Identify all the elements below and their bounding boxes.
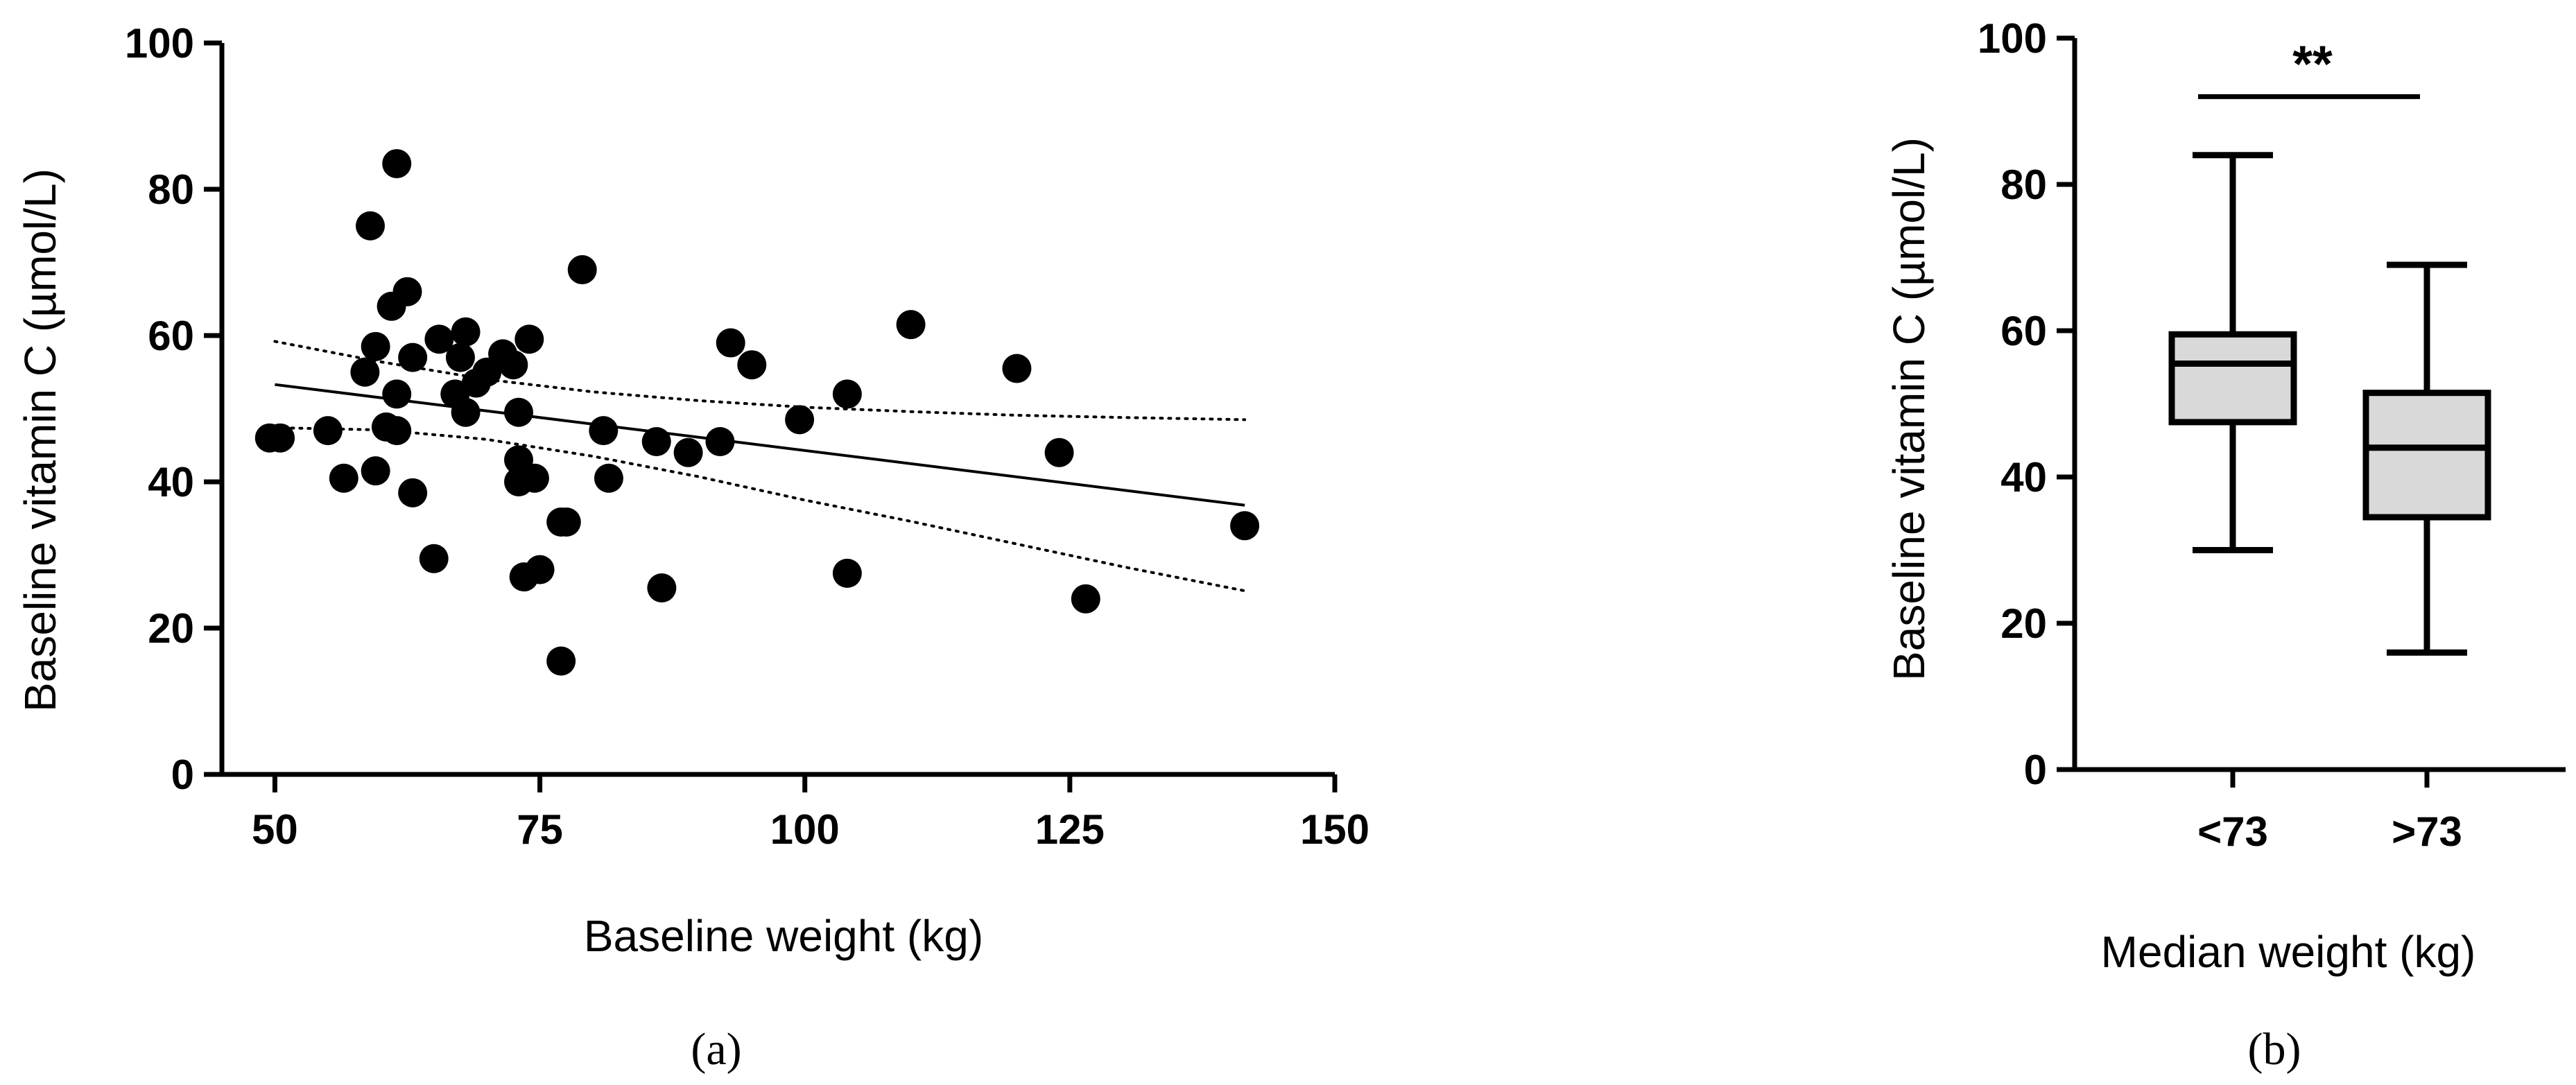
data-point (499, 350, 528, 380)
data-point (832, 558, 862, 588)
data-point (361, 331, 390, 361)
confidence-band-lower (273, 426, 1247, 593)
data-point (567, 255, 597, 285)
x-tick-label: >73 (2392, 808, 2462, 855)
data-point (356, 211, 385, 241)
scatter-points (254, 149, 1260, 676)
scatter-axes (219, 43, 1335, 777)
confidence-band-lines (273, 340, 1247, 593)
data-point (641, 426, 671, 456)
data-point (361, 456, 390, 486)
data-point (896, 310, 926, 340)
x-tick-label: 125 (1035, 806, 1105, 853)
box-x-ticks: <73 >73 (2197, 770, 2462, 855)
y-tick-label: 20 (2000, 600, 2047, 647)
box-above-median (2362, 261, 2491, 656)
panel-label-a: (a) (691, 1024, 741, 1075)
data-point (382, 149, 412, 179)
data-point (398, 342, 428, 372)
data-point (350, 357, 380, 387)
box-y-axis-title: Baseline vitamin C (µmol/L) (1884, 137, 1934, 681)
data-point (519, 463, 549, 493)
data-point (266, 423, 295, 453)
data-point (1230, 511, 1260, 541)
data-point (589, 416, 619, 446)
box-x-axis-title: Median weight (kg) (2101, 927, 2476, 977)
scatter-y-axis-title: Baseline vitamin C (µmol/L) (15, 168, 65, 712)
y-tick-label: 100 (1978, 15, 2047, 62)
data-point (673, 437, 703, 467)
iqr-box (2168, 331, 2297, 426)
data-point (451, 397, 481, 427)
regression-line (275, 383, 1245, 507)
y-tick-label: 0 (2024, 747, 2047, 793)
y-tick-label: 40 (2000, 454, 2047, 501)
data-point (382, 379, 412, 409)
data-point (313, 416, 343, 446)
y-tick-label: 60 (2000, 308, 2047, 354)
data-point (551, 507, 581, 537)
confidence-band-upper (273, 340, 1247, 422)
y-tick-label: 80 (2000, 162, 2047, 208)
x-tick-label: 50 (252, 806, 298, 853)
x-tick-label: 75 (517, 806, 563, 853)
box-below-median (2168, 152, 2297, 553)
data-point (1002, 354, 1032, 383)
data-point (329, 463, 358, 493)
data-point (1044, 437, 1074, 467)
data-point (419, 544, 449, 573)
x-tick-label: <73 (2197, 808, 2268, 855)
y-tick-label: 20 (148, 605, 194, 652)
box-axes (2072, 38, 2566, 772)
data-point (647, 573, 677, 602)
data-point (392, 277, 422, 306)
box-panel: 0 20 40 60 80 100 <73 >73 ** Baseline vitamin … (1884, 15, 2566, 1075)
box-plots (2168, 152, 2491, 656)
data-point (525, 555, 555, 584)
scatter-x-ticks: 50 75 100 125 150 (252, 774, 1369, 853)
y-tick-label: 40 (148, 459, 194, 505)
y-tick-label: 60 (148, 313, 194, 359)
data-point (737, 350, 767, 380)
data-point (504, 397, 533, 427)
data-point (1071, 584, 1100, 614)
box-y-ticks: 0 20 40 60 80 100 (1978, 15, 2075, 793)
data-point (546, 646, 576, 676)
scatter-x-axis-title: Baseline weight (kg) (584, 911, 983, 961)
data-point (398, 478, 428, 507)
data-point (832, 379, 862, 409)
x-tick-label: 100 (770, 806, 840, 853)
data-point (594, 463, 623, 493)
y-tick-label: 100 (125, 20, 194, 67)
y-tick-label: 0 (171, 752, 194, 798)
data-point (705, 426, 735, 456)
data-point (515, 324, 544, 354)
data-point (445, 342, 475, 372)
data-point (424, 324, 454, 354)
scatter-y-ticks: 0 20 40 60 80 100 (125, 20, 222, 798)
significance-label: ** (2292, 35, 2333, 92)
scatter-panel: 0 20 40 60 80 100 50 75 100 125 150 Baseline vita… (15, 20, 1369, 1075)
iqr-box (2362, 390, 2491, 521)
data-point (716, 328, 745, 358)
y-tick-label: 80 (148, 166, 194, 213)
data-point (382, 416, 412, 446)
data-point (451, 317, 481, 347)
x-tick-label: 150 (1300, 806, 1369, 853)
panel-label-b: (b) (2248, 1024, 2301, 1075)
data-point (785, 405, 815, 435)
